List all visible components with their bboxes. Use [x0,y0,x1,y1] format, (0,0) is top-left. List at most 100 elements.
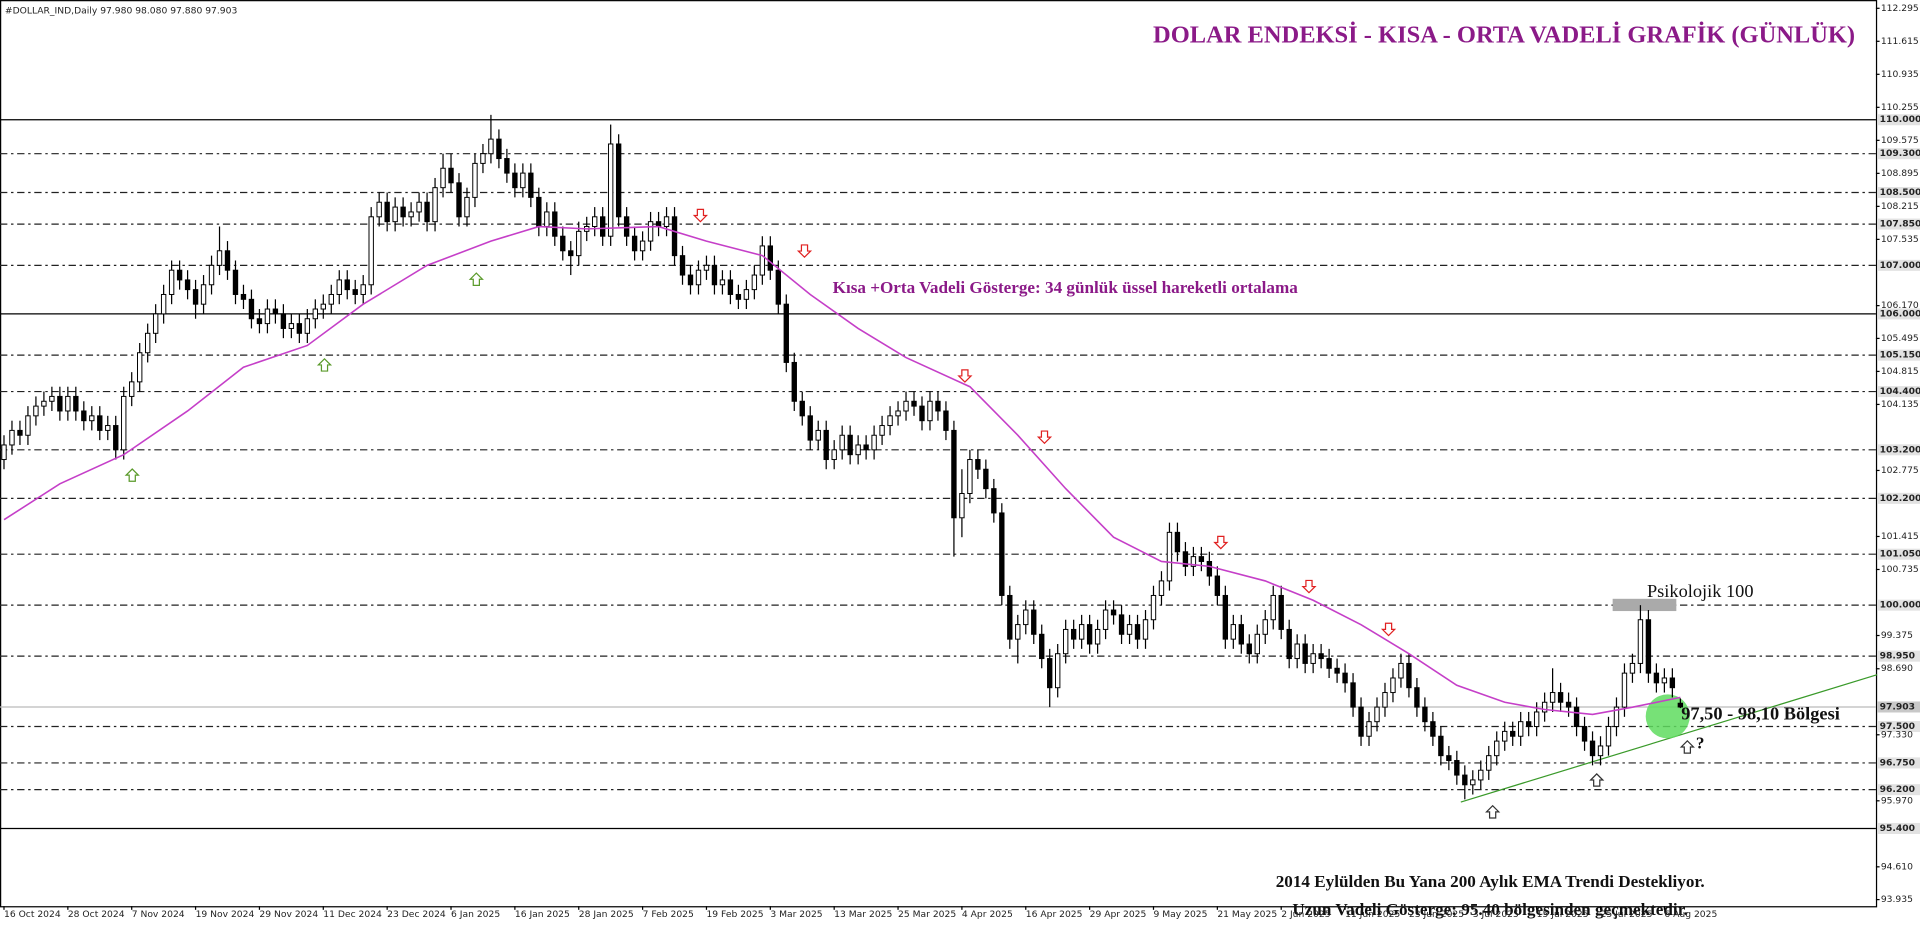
y-tick-label: 102.775 [1881,465,1919,476]
candle-body [1573,706,1580,728]
candle-body [41,400,47,407]
y-tick-label: 112.295 [1881,3,1919,14]
signal-arrow [1213,535,1229,550]
candle-body [113,425,119,451]
candle-body [1055,653,1061,689]
candle-body [480,153,486,164]
candle-body [121,395,127,451]
candle-body [679,255,686,276]
candle-body [1494,740,1500,757]
candle-body [1430,721,1436,737]
candle-body [1358,706,1364,737]
candle-body [544,211,550,227]
candle-body [512,172,518,189]
candle-body [65,395,71,412]
candle-body [1031,609,1037,635]
level-label: 105.150 [1880,350,1920,361]
candle-body [1126,624,1133,635]
candle-body [735,293,742,300]
candle-body [911,400,917,407]
candle-body [1214,575,1221,596]
level-label: 107.000 [1880,260,1920,271]
candle-body [1406,662,1412,689]
candle-body [1110,609,1117,616]
level-label-box [1877,187,1920,199]
candle-body [1438,735,1444,757]
candle-body [623,216,630,237]
x-tick-label: 25 Jul 2025 [1601,909,1653,920]
candle-body [807,415,813,441]
candle-body [1,444,7,461]
y-tick-label: 97.330 [1881,729,1913,740]
candle-body [296,323,303,334]
candle-body [9,429,15,446]
candle-body [1254,633,1260,655]
level-label-box [1877,148,1920,160]
annotation: Uzun Vadeli Gösterge: 95.40 bölgesinden … [1292,900,1688,919]
candle-body [224,250,231,271]
y-tick-label: 101.415 [1881,531,1919,542]
signal-arrow [1679,739,1695,754]
level-label-box [1877,650,1920,662]
y-tick-label: 106.170 [1881,300,1919,311]
candle-body [17,429,23,436]
candle-body [320,303,326,310]
candle-body [97,415,103,431]
candle-body [336,279,342,295]
candle-body [767,245,774,271]
candle-body [568,250,574,257]
candle-body [1078,624,1085,640]
candle-body [1541,701,1548,713]
level-label: 96.200 [1880,784,1915,795]
candle-body [1134,624,1141,640]
candle-body [1246,643,1252,655]
candle-body [560,235,566,252]
level-label-box [1877,701,1920,713]
candle-body [719,279,726,286]
candle-body [216,250,223,266]
x-tick-label: 2 Jun 2025 [1281,909,1331,920]
candle-body [1677,702,1684,708]
x-tick-label: 6 Jan 2025 [451,909,500,920]
candle-body [1653,672,1660,684]
candle-body [536,196,542,227]
y-tick-label: 100.735 [1881,564,1919,575]
candle-body [1486,755,1492,771]
candle-body [464,196,470,218]
candle-body [1525,721,1532,728]
candle-body [607,143,614,237]
level-label-box [1877,259,1920,271]
candle-body [504,158,510,174]
level-label-box [1877,548,1920,560]
y-tick-label: 98.690 [1881,663,1913,674]
candle-body [328,293,334,305]
candle-body [1613,706,1620,728]
ema-line [3,225,1681,716]
candle-body [105,425,111,431]
x-tick-label: 16 Jan 2025 [515,909,570,920]
candle-body [791,361,797,402]
level-label: 101.050 [1880,549,1920,560]
annotation: 2014 Eylülden Bu Yana 200 Aylık EMA Tren… [1276,872,1705,891]
candle-body [416,201,422,213]
level-label: 109.300 [1880,148,1920,159]
candle-body [176,269,183,281]
level-label: 97.500 [1880,721,1915,732]
candle-body [360,284,366,295]
x-tick-label: 11 Jun 2025 [1345,909,1400,920]
candle-body [1557,692,1564,703]
x-tick-label: 28 Jan 2025 [579,909,634,920]
level-box [1612,598,1677,612]
candle-body [1334,667,1340,674]
candle-body [184,279,191,291]
candle-body [81,410,87,422]
y-tick-label: 99.375 [1881,630,1913,641]
candle-body [1294,643,1300,660]
candle-body [1382,692,1388,708]
candle-body [887,415,893,427]
candle-body [33,405,39,417]
candle-body [552,211,558,237]
candle-body [1661,677,1668,684]
